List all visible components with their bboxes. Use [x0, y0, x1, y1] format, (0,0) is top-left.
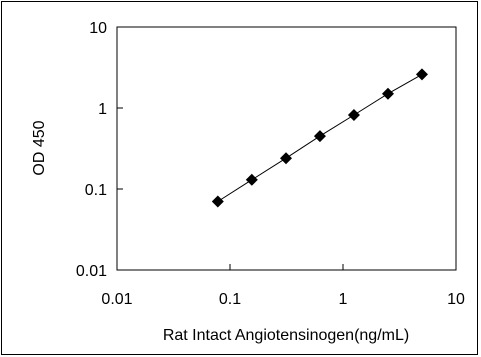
y-tick-label: 0.01 — [76, 263, 107, 280]
data-points — [211, 68, 428, 208]
x-axis-title: Rat Intact Angiotensinogen(ng/mL) — [163, 327, 409, 344]
y-tick-label: 1 — [98, 101, 107, 118]
y-tick-label: 10 — [89, 20, 107, 37]
data-point-diamond — [245, 173, 258, 186]
y-axis-title: OD 450 — [31, 120, 48, 175]
data-point-diamond — [211, 195, 224, 208]
data-point-diamond — [313, 130, 326, 143]
x-tick-label: 1 — [339, 291, 348, 308]
data-point-diamond — [415, 68, 428, 81]
x-tick-label: 0.1 — [219, 291, 241, 308]
y-tick-label: 0.1 — [85, 182, 107, 199]
data-point-diamond — [279, 152, 292, 165]
x-tick-label: 10 — [447, 291, 465, 308]
plot-area — [116, 26, 457, 271]
x-tick-label: 0.01 — [101, 291, 132, 308]
y-axis-ticks: 0.01 0.1 1 10 — [76, 20, 123, 280]
data-point-diamond — [347, 108, 360, 121]
data-point-diamond — [381, 87, 394, 100]
x-axis-ticks: 0.01 0.1 1 10 — [101, 264, 465, 308]
